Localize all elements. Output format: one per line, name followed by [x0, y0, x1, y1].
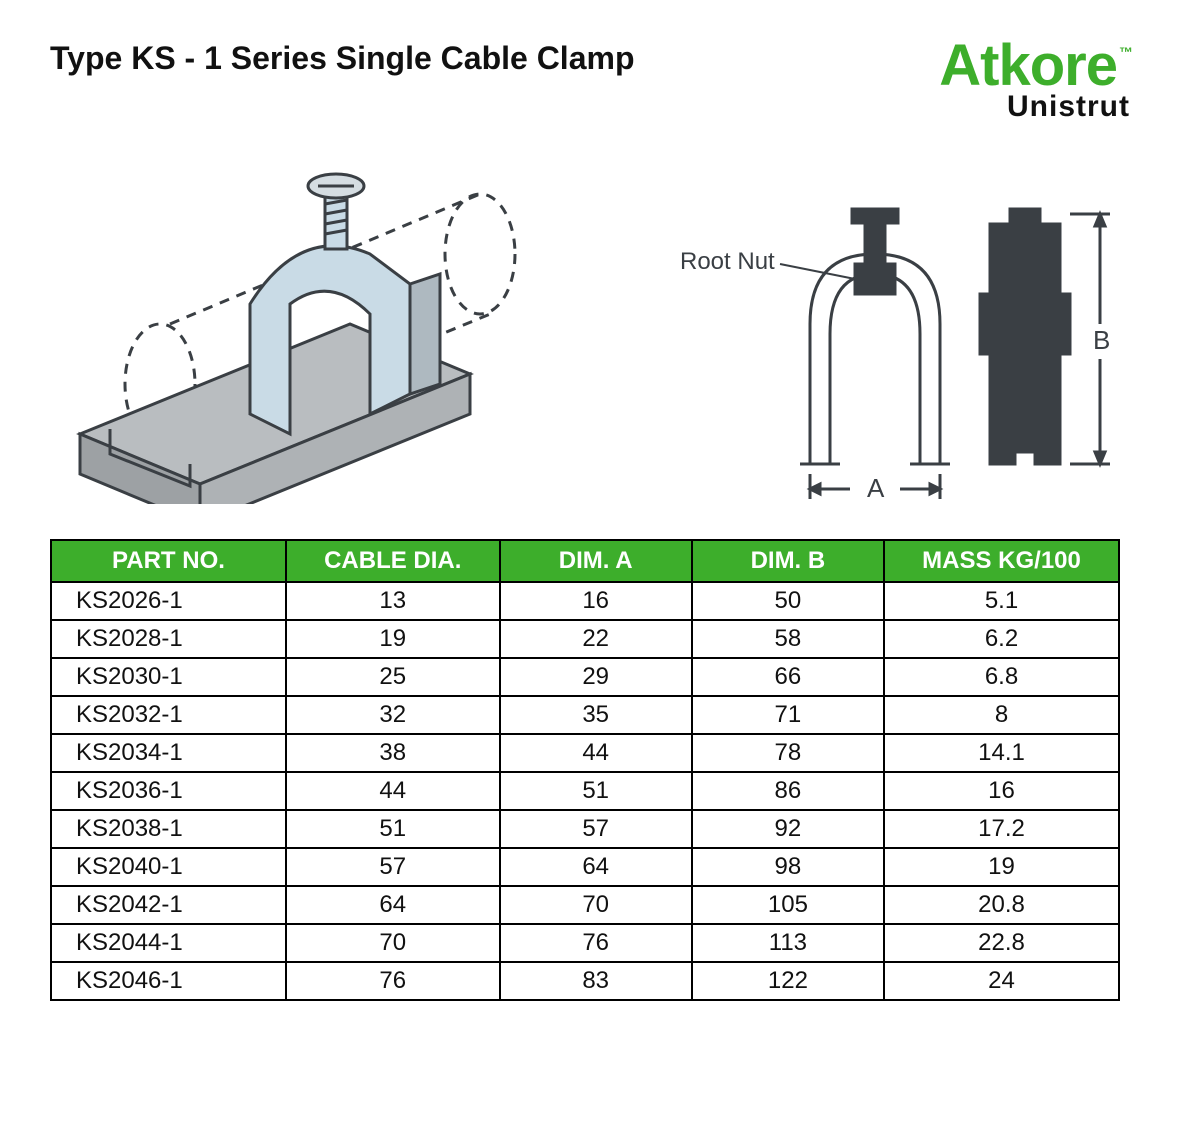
table-cell: 51 [286, 810, 500, 848]
table-cell: 64 [286, 886, 500, 924]
table-cell: 25 [286, 658, 500, 696]
table-cell: 13 [286, 582, 500, 620]
table-row: KS2032-13235718 [51, 696, 1119, 734]
table-cell: 6.2 [884, 620, 1119, 658]
table-cell: KS2030-1 [51, 658, 286, 696]
table-cell: 51 [500, 772, 692, 810]
table-cell: 6.8 [884, 658, 1119, 696]
table-row: KS2026-11316505.1 [51, 582, 1119, 620]
table-cell: 44 [286, 772, 500, 810]
table-cell: KS2036-1 [51, 772, 286, 810]
table-cell: 32 [286, 696, 500, 734]
table-cell: 24 [884, 962, 1119, 1000]
table-row: KS2036-144518616 [51, 772, 1119, 810]
table-cell: 105 [692, 886, 884, 924]
table-row: KS2042-1647010520.8 [51, 886, 1119, 924]
table-cell: KS2042-1 [51, 886, 286, 924]
col-mass: MASS KG/100 [884, 540, 1119, 582]
dimensional-diagram: Root Nut A [670, 174, 1140, 509]
table-row: KS2034-138447814.1 [51, 734, 1119, 772]
table-cell: KS2046-1 [51, 962, 286, 1000]
table-header-row: PART NO. CABLE DIA. DIM. A DIM. B MASS K… [51, 540, 1119, 582]
table-cell: 14.1 [884, 734, 1119, 772]
table-cell: 8 [884, 696, 1119, 734]
col-dim-a: DIM. A [500, 540, 692, 582]
table-cell: 70 [286, 924, 500, 962]
table-cell: 83 [500, 962, 692, 1000]
table-cell: 92 [692, 810, 884, 848]
table-cell: 57 [500, 810, 692, 848]
table-row: KS2044-1707611322.8 [51, 924, 1119, 962]
table-cell: 22.8 [884, 924, 1119, 962]
table-cell: 122 [692, 962, 884, 1000]
brand-logo: Atkore Unistrut [939, 40, 1130, 124]
table-cell: 29 [500, 658, 692, 696]
table-row: KS2028-11922586.2 [51, 620, 1119, 658]
table-cell: 113 [692, 924, 884, 962]
table-row: KS2040-157649819 [51, 848, 1119, 886]
dim-b-label: B [1093, 325, 1110, 355]
table-cell: 86 [692, 772, 884, 810]
col-dim-b: DIM. B [692, 540, 884, 582]
table-cell: 19 [884, 848, 1119, 886]
table-cell: 58 [692, 620, 884, 658]
table-cell: 38 [286, 734, 500, 772]
table-cell: 76 [286, 962, 500, 1000]
table-cell: KS2026-1 [51, 582, 286, 620]
table-cell: KS2032-1 [51, 696, 286, 734]
col-part-no: PART NO. [51, 540, 286, 582]
table-cell: KS2040-1 [51, 848, 286, 886]
table-cell: 35 [500, 696, 692, 734]
table-cell: 70 [500, 886, 692, 924]
brand-name: Atkore [939, 40, 1130, 92]
table-row: KS2030-12529666.8 [51, 658, 1119, 696]
table-cell: KS2044-1 [51, 924, 286, 962]
table-cell: KS2034-1 [51, 734, 286, 772]
table-cell: 16 [500, 582, 692, 620]
table-cell: 16 [884, 772, 1119, 810]
table-cell: 20.8 [884, 886, 1119, 924]
table-cell: 78 [692, 734, 884, 772]
table-cell: 66 [692, 658, 884, 696]
table-cell: 64 [500, 848, 692, 886]
table-cell: 50 [692, 582, 884, 620]
table-cell: 71 [692, 696, 884, 734]
table-cell: 5.1 [884, 582, 1119, 620]
table-cell: 17.2 [884, 810, 1119, 848]
spec-table: PART NO. CABLE DIA. DIM. A DIM. B MASS K… [50, 539, 1120, 1001]
table-row: KS2046-1768312224 [51, 962, 1119, 1000]
isometric-diagram [50, 134, 570, 509]
page-title: Type KS - 1 Series Single Cable Clamp [50, 40, 634, 77]
table-cell: 57 [286, 848, 500, 886]
table-row: KS2038-151579217.2 [51, 810, 1119, 848]
col-cable-dia: CABLE DIA. [286, 540, 500, 582]
dim-a-label: A [867, 473, 885, 503]
table-cell: 98 [692, 848, 884, 886]
table-cell: 19 [286, 620, 500, 658]
table-cell: 22 [500, 620, 692, 658]
root-nut-label: Root Nut [680, 248, 775, 275]
table-cell: 76 [500, 924, 692, 962]
table-cell: 44 [500, 734, 692, 772]
table-cell: KS2028-1 [51, 620, 286, 658]
table-cell: KS2038-1 [51, 810, 286, 848]
